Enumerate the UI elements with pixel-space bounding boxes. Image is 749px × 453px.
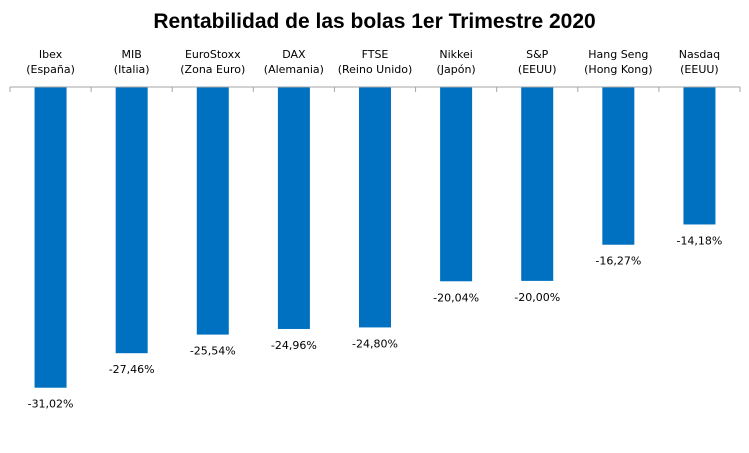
category-label-8: Nasdaq (EEUU) xyxy=(679,48,720,76)
data-label-0: -31,02% xyxy=(28,398,74,411)
bar-3 xyxy=(277,87,310,329)
bar-0 xyxy=(34,87,67,388)
data-label-4: -24,80% xyxy=(352,337,398,350)
data-label-1: -27,46% xyxy=(109,363,155,376)
category-labels: Ibex (España) MIB (Italia) EuroStoxx (Zona Eu… xyxy=(26,48,720,76)
category-label-5: Nikkei (Japón) xyxy=(436,48,475,76)
bar-8 xyxy=(683,87,716,225)
data-label-6: -20,00% xyxy=(514,291,560,304)
data-labels: -31,02% -27,46% -25,54% -24,96% -24,80% -20,0… xyxy=(28,234,723,410)
bars-layer xyxy=(34,87,716,388)
bar-2 xyxy=(196,87,229,335)
data-label-2: -25,54% xyxy=(190,345,236,358)
bar-5 xyxy=(440,87,473,282)
axis-ticks xyxy=(9,87,741,92)
category-label-2: EuroStoxx (Zona Euro) xyxy=(180,48,245,76)
bar-1 xyxy=(115,87,148,354)
bar-6 xyxy=(521,87,554,281)
category-label-3: DAX (Alemania) xyxy=(264,48,324,76)
category-label-6: S&P (EEUU) xyxy=(518,48,557,76)
data-label-5: -20,04% xyxy=(433,291,479,304)
category-label-7: Hang Seng (Hong Kong) xyxy=(584,48,652,76)
category-label-0: Ibex (España) xyxy=(26,48,75,76)
data-label-7: -16,27% xyxy=(595,255,641,268)
data-label-3: -24,96% xyxy=(271,339,317,352)
category-label-4: FTSE (Reino Unido) xyxy=(338,48,413,76)
data-label-8: -14,18% xyxy=(676,234,722,247)
bar-4 xyxy=(359,87,391,328)
bar-7 xyxy=(602,87,635,245)
category-label-1: MIB (Italia) xyxy=(114,48,150,76)
chart-title: Rentabilidad de las bolas 1er Trimestre … xyxy=(153,10,595,33)
